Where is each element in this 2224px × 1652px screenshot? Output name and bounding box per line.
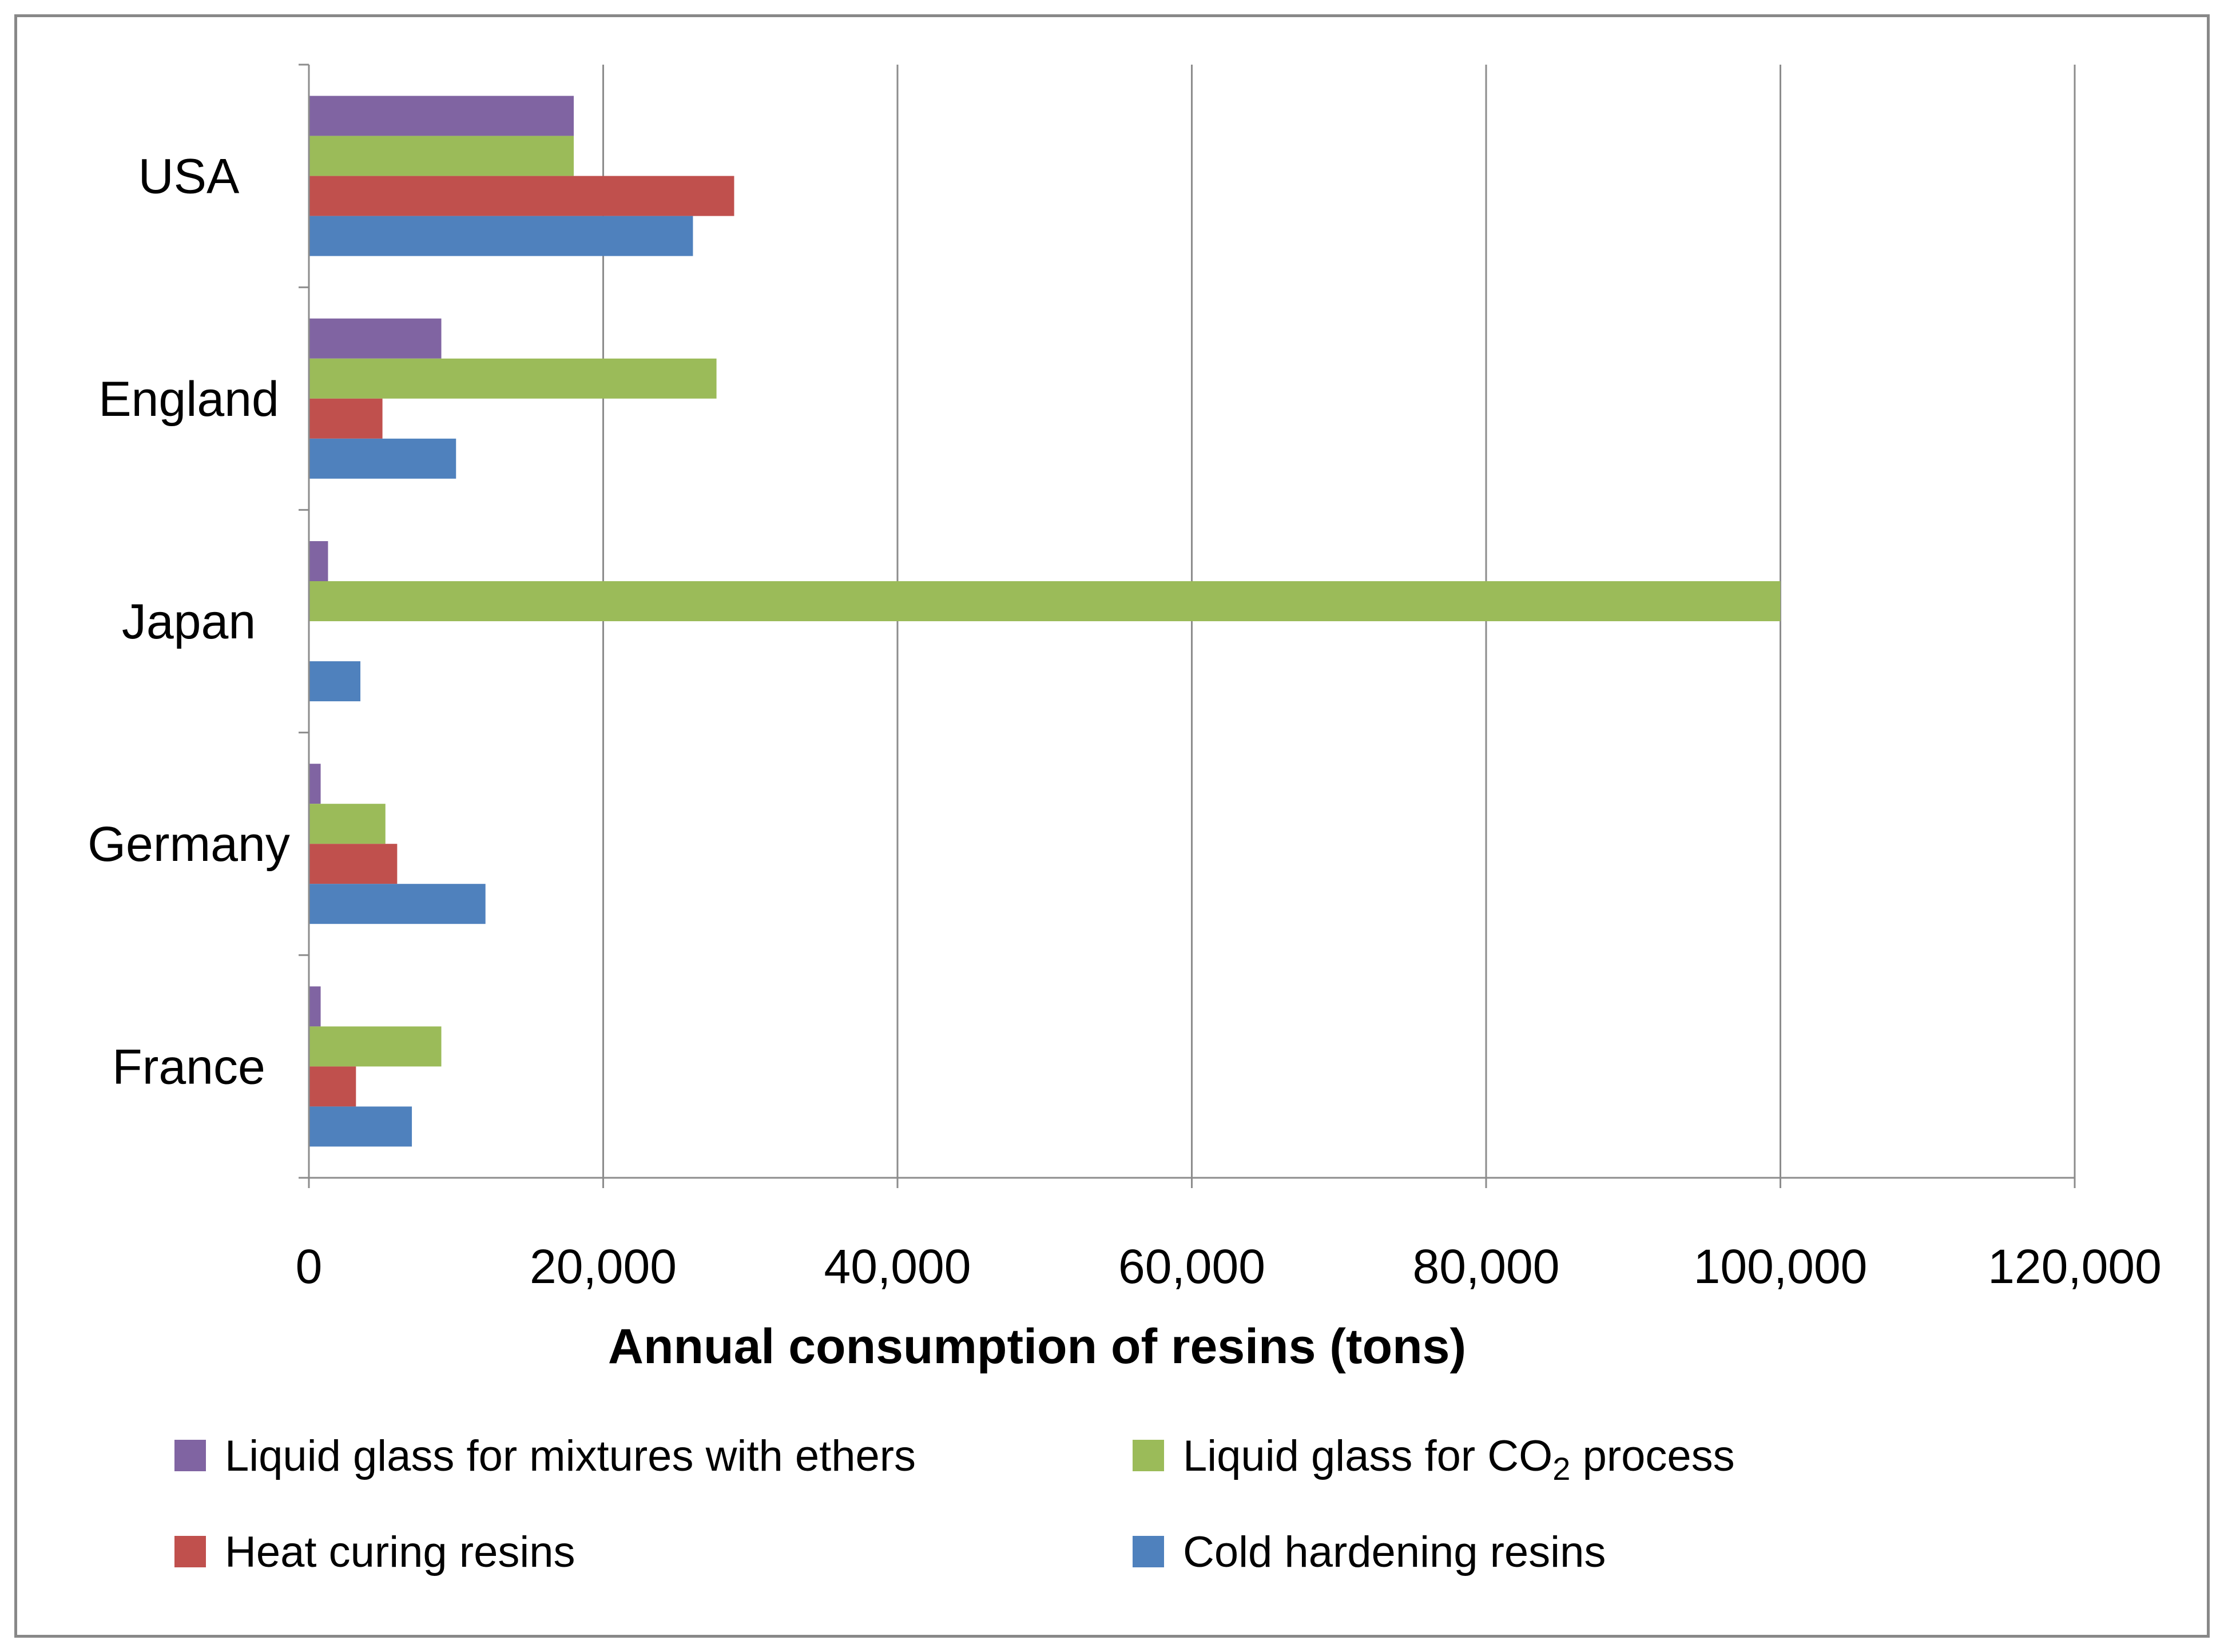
category-label: Germany <box>88 817 290 872</box>
bar-usa-series-1 <box>309 96 574 136</box>
bars <box>309 96 1781 1147</box>
bar-france-series-3 <box>309 1066 356 1107</box>
legend-label: Cold hardening resins <box>1183 1528 1606 1576</box>
x-tick-label: 0 <box>296 1240 323 1293</box>
bar-france-series-1 <box>309 986 321 1027</box>
x-tick-label: 20,000 <box>530 1240 677 1293</box>
bar-england-series-4 <box>309 438 456 479</box>
bar-usa-series-4 <box>309 216 693 256</box>
x-tick-label: 80,000 <box>1413 1240 1560 1293</box>
category-label: USA <box>138 149 240 204</box>
bar-chart: 0 20,000 40,000 60,000 80,000 100,000 120,000 U… <box>88 63 2162 1576</box>
x-tick-label: 60,000 <box>1118 1240 1265 1293</box>
legend-swatch <box>1133 1440 1164 1471</box>
legend-label: Liquid glass for mixtures with ethers <box>225 1432 916 1480</box>
legend-label: Liquid glass for CO2 process <box>1183 1432 1735 1487</box>
bar-usa-series-3 <box>309 176 734 216</box>
x-tick-label: 100,000 <box>1694 1240 1868 1293</box>
legend-swatch <box>174 1440 206 1471</box>
legend-swatch <box>174 1536 206 1567</box>
bar-japan-series-2 <box>309 581 1781 621</box>
labels: 0 20,000 40,000 60,000 80,000 100,000 120,000 U… <box>88 149 2162 1293</box>
bar-england-series-2 <box>309 358 717 399</box>
bar-england-series-1 <box>309 318 442 359</box>
legend: Liquid glass for mixtures with ethers Liq… <box>174 1432 1735 1576</box>
category-label: England <box>98 372 279 427</box>
x-tick-label: 120,000 <box>1988 1240 2162 1293</box>
x-axis-title: Annual consumption of resins (tons) <box>608 1319 1466 1374</box>
x-tick-label: 40,000 <box>824 1240 971 1293</box>
axes <box>299 63 2076 1188</box>
bar-england-series-3 <box>309 398 383 439</box>
legend-item-1: Liquid glass for mixtures with ethers <box>174 1432 916 1480</box>
legend-item-2: Liquid glass for CO2 process <box>1133 1432 1735 1487</box>
chart-frame: 0 20,000 40,000 60,000 80,000 100,000 120,000 U… <box>14 14 2210 1638</box>
bar-germany-series-4 <box>309 884 486 924</box>
legend-label: Heat curing resins <box>225 1528 575 1576</box>
bar-japan-series-1 <box>309 541 328 581</box>
legend-item-4: Cold hardening resins <box>1133 1528 1606 1576</box>
legend-swatch <box>1133 1536 1164 1567</box>
bar-japan-series-4 <box>309 661 361 701</box>
legend-item-3: Heat curing resins <box>174 1528 575 1576</box>
bar-france-series-4 <box>309 1106 412 1147</box>
bar-germany-series-3 <box>309 844 398 884</box>
bar-usa-series-2 <box>309 136 574 176</box>
bar-germany-series-1 <box>309 764 321 804</box>
bar-germany-series-2 <box>309 804 386 844</box>
bar-france-series-2 <box>309 1026 442 1067</box>
category-label: France <box>112 1039 265 1094</box>
category-label: Japan <box>122 594 256 649</box>
